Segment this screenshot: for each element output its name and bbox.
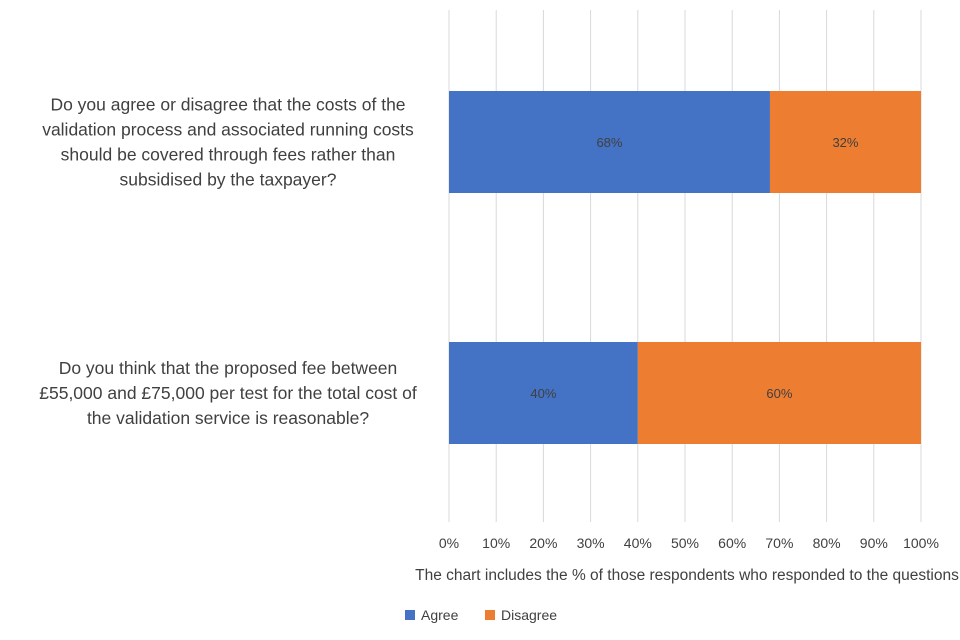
x-tick-label: 60% <box>718 535 746 551</box>
x-tick-label: 10% <box>482 535 510 551</box>
x-tick-label: 90% <box>860 535 888 551</box>
category-label-2: Do you think that the proposed fee betwe… <box>39 358 417 428</box>
x-tick-label: 70% <box>765 535 793 551</box>
bar-agree-2 <box>449 342 638 444</box>
category-label-line: subsidised by the taxpayer? <box>120 170 337 190</box>
x-tick-label: 80% <box>813 535 841 551</box>
x-tick-label: 100% <box>903 535 939 551</box>
category-labels: Do you agree or disagree that the costs … <box>39 95 417 429</box>
data-label-disagree-1: 32% <box>832 135 858 150</box>
legend-label-agree: Agree <box>421 607 459 623</box>
x-axis-title: The chart includes the % of those respon… <box>415 567 959 584</box>
category-label-line: £55,000 and £75,000 per test for the tot… <box>39 383 417 403</box>
x-tick-label: 30% <box>577 535 605 551</box>
bar-disagree-1 <box>769 91 921 193</box>
category-label-line: Do you think that the proposed fee betwe… <box>59 358 398 378</box>
data-label-agree-1: 68% <box>596 135 622 150</box>
data-label-agree-2: 40% <box>530 386 556 401</box>
category-label-1: Do you agree or disagree that the costs … <box>42 95 414 190</box>
x-tick-label: 0% <box>439 535 459 551</box>
x-tick-label: 40% <box>624 535 652 551</box>
x-tick-label: 20% <box>529 535 557 551</box>
gridlines <box>448 10 922 522</box>
bar-disagree-2 <box>637 342 921 444</box>
category-label-line: the validation service is reasonable? <box>87 408 369 428</box>
data-label-disagree-2: 60% <box>766 386 792 401</box>
legend-swatch-agree <box>405 610 415 620</box>
bars: 68% 32% 40% 60% <box>449 91 921 444</box>
x-axis-ticks: 0% 10% 20% 30% 40% 50% 60% 70% 80% 90% 100% <box>439 535 939 551</box>
x-tick-label: 50% <box>671 535 699 551</box>
category-label-line: should be covered through fees rather th… <box>61 145 396 165</box>
legend-swatch-disagree <box>485 610 495 620</box>
category-label-line: Do you agree or disagree that the costs … <box>50 95 405 115</box>
category-label-line: validation process and associated runnin… <box>42 120 414 140</box>
bar-agree-1 <box>449 91 770 193</box>
legend: Agree Disagree <box>405 607 557 623</box>
legend-label-disagree: Disagree <box>501 607 557 623</box>
